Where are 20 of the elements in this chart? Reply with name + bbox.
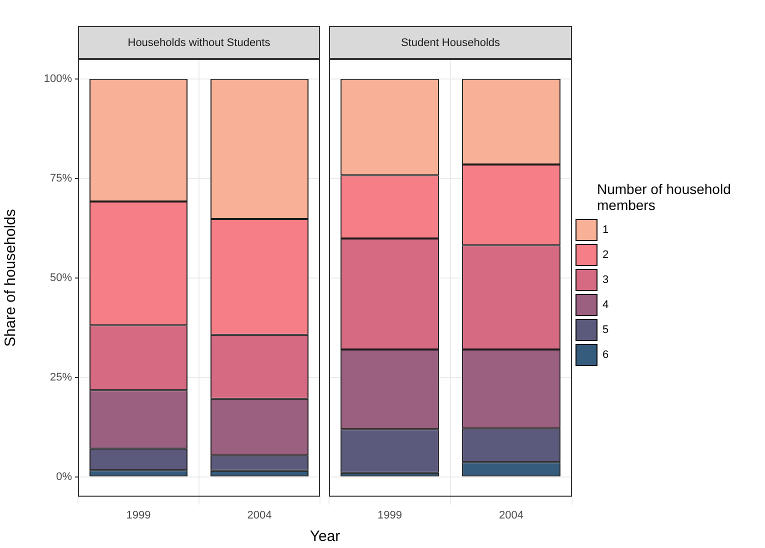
legend-label: 1 (602, 224, 609, 236)
legend-label: 3 (602, 274, 609, 286)
y-tick-label: 100% (44, 72, 72, 85)
y-tick-label: 50% (50, 272, 72, 284)
x-tick-label: 2004 (499, 509, 524, 522)
chart-title: Student Households (329, 26, 572, 59)
legend-label: 2 (602, 249, 609, 262)
legend-title: Number of household members (597, 181, 732, 213)
x-tick-label: 2004 (247, 509, 272, 522)
legend-label: 6 (602, 349, 609, 362)
y-tick-label: 0% (56, 470, 72, 483)
y-tick-label: 75% (50, 172, 72, 184)
x-tick-label: 1999 (126, 509, 151, 522)
legend-label: 4 (602, 299, 609, 312)
x-axis-title: Year (308, 528, 342, 545)
chart-title: Households without Students (78, 26, 320, 59)
legend-label: 5 (602, 324, 609, 336)
y-axis-title: Share of households (2, 209, 20, 347)
y-tick-label: 25% (50, 371, 72, 384)
x-tick-label: 1999 (378, 509, 402, 522)
